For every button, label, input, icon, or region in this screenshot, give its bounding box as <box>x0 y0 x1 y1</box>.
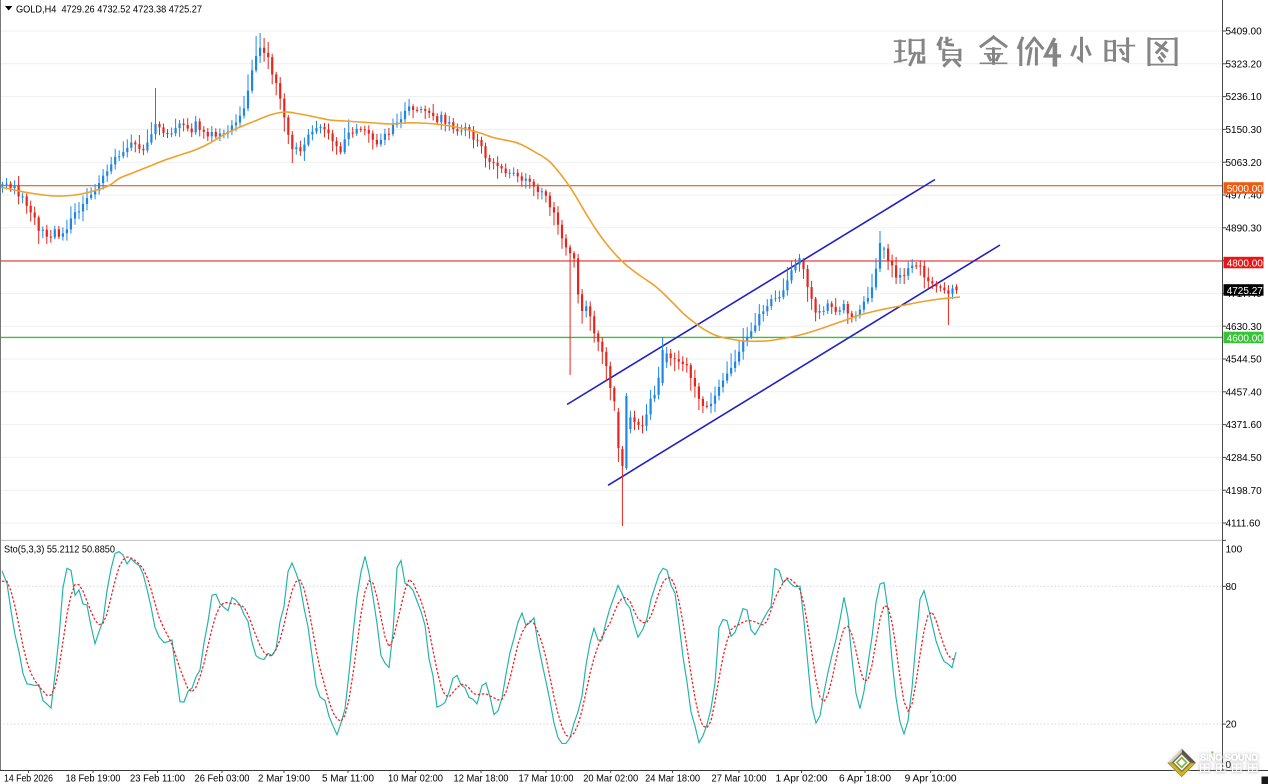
svg-text:5236.10: 5236.10 <box>1226 92 1263 103</box>
svg-text:14 Feb 2026: 14 Feb 2026 <box>4 774 53 784</box>
svg-text:5150.30: 5150.30 <box>1226 125 1263 136</box>
svg-text:5323.20: 5323.20 <box>1226 59 1263 70</box>
svg-text:4284.50: 4284.50 <box>1226 453 1263 464</box>
svg-text:24 Mar 18:00: 24 Mar 18:00 <box>645 774 700 784</box>
svg-text:4198.70: 4198.70 <box>1226 486 1263 497</box>
svg-text:23 Feb 11:00: 23 Feb 11:00 <box>130 774 185 784</box>
svg-text:4371.60: 4371.60 <box>1226 420 1263 431</box>
svg-text:20 Mar 02:00: 20 Mar 02:00 <box>583 774 638 784</box>
svg-text:5409.00: 5409.00 <box>1226 27 1263 38</box>
svg-text:4890.30: 4890.30 <box>1226 223 1263 234</box>
svg-text:GOLD,H4 4729.26 4732.52 4723.: GOLD,H4 4729.26 4732.52 4723.38 4725.27 <box>16 4 202 15</box>
svg-text:2 Mar 19:00: 2 Mar 19:00 <box>258 774 310 784</box>
svg-text:4544.50: 4544.50 <box>1226 355 1263 366</box>
svg-text:4600.00: 4600.00 <box>1227 333 1264 344</box>
svg-text:1 Apr 02:00: 1 Apr 02:00 <box>776 774 828 784</box>
svg-text:5000.00: 5000.00 <box>1227 184 1264 195</box>
svg-text:26 Feb 03:00: 26 Feb 03:00 <box>195 774 250 784</box>
svg-text:10 Mar 02:00: 10 Mar 02:00 <box>388 774 443 784</box>
svg-text:12 Mar 18:00: 12 Mar 18:00 <box>454 774 509 784</box>
svg-text:5063.20: 5063.20 <box>1226 158 1263 169</box>
svg-text:SINO SOUND: SINO SOUND <box>1200 753 1258 764</box>
svg-text:4111.60: 4111.60 <box>1226 519 1261 530</box>
svg-text:4800.00: 4800.00 <box>1227 258 1264 269</box>
svg-text:18 Feb 19:00: 18 Feb 19:00 <box>66 774 121 784</box>
svg-text:27 Mar 10:00: 27 Mar 10:00 <box>712 774 767 784</box>
svg-text:4977.40: 4977.40 <box>1226 191 1263 202</box>
svg-text:SINO SOUND: SINO SOUND <box>1200 753 1258 764</box>
svg-text:5 Mar 11:00: 5 Mar 11:00 <box>322 774 374 784</box>
svg-text:17 Mar 10:00: 17 Mar 10:00 <box>519 774 574 784</box>
svg-text:80: 80 <box>1226 582 1238 593</box>
svg-text:0: 0 <box>1226 760 1232 771</box>
svg-text:4630.30: 4630.30 <box>1226 322 1263 333</box>
svg-text:9 Apr 10:00: 9 Apr 10:00 <box>905 774 957 784</box>
svg-text:4725.27: 4725.27 <box>1227 286 1264 297</box>
svg-text:4457.40: 4457.40 <box>1226 387 1263 398</box>
svg-text:100: 100 <box>1226 545 1243 556</box>
svg-text:Sto(5,3,3) 55.2112 50.8850: Sto(5,3,3) 55.2112 50.8850 <box>4 545 115 556</box>
svg-text:20: 20 <box>1226 720 1238 731</box>
svg-text:6 Apr 18:00: 6 Apr 18:00 <box>839 774 891 784</box>
